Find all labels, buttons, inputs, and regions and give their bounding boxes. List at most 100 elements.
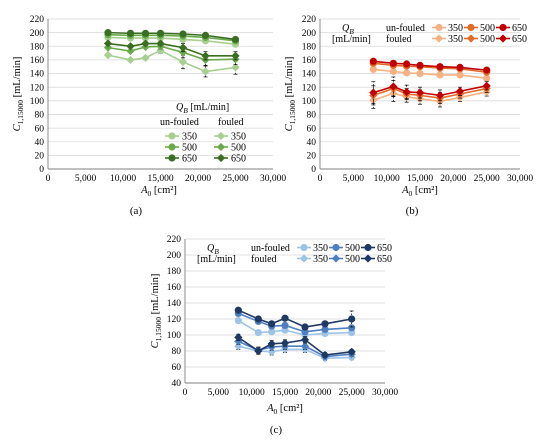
x-tick-label: 15,000 (272, 388, 298, 398)
data-point (483, 66, 491, 74)
x-axis-label: A0 [cm²] (401, 185, 438, 198)
legend-label: 350 (182, 132, 197, 143)
data-point (280, 338, 290, 348)
data-point (456, 71, 464, 79)
data-point (178, 57, 188, 67)
data-point (141, 53, 150, 62)
legend-marker (499, 23, 507, 32)
legend-marker (332, 243, 340, 252)
axis-subscript: 1,15000 (154, 317, 163, 342)
data-point (482, 81, 491, 90)
data-point (126, 55, 135, 65)
legend-marker (435, 23, 443, 32)
y-tick-label: 40 (307, 138, 317, 148)
y-tick-label: 220 (167, 235, 182, 245)
data-point (141, 29, 150, 37)
data-point (436, 63, 444, 71)
panel-caption: (a) (130, 205, 143, 217)
x-tick-label: 0 (46, 174, 51, 184)
chart-panel-2: 0 20 40 60 80 100 120 140 160 180 200 220 0 5,000 10,0… (284, 15, 533, 217)
axis-symbol: C (284, 123, 295, 131)
legend-marker (466, 34, 476, 43)
legend-title-subscript: B (349, 27, 354, 36)
data-point (179, 30, 187, 38)
series-fouled-650 (103, 39, 240, 61)
axis-subscript: 0 (409, 189, 413, 198)
y-tick-label: 20 (35, 152, 45, 162)
series-fouled-650 (234, 333, 356, 360)
x-tick-label: 10,000 (374, 174, 400, 184)
x-tick-label: 20,000 (440, 174, 466, 184)
y-tick-label: 160 (167, 283, 182, 293)
data-point (483, 74, 491, 82)
series-un-fouled-650 (369, 57, 491, 74)
y-tick-label: 120 (30, 83, 45, 93)
series-fouled-650 (369, 76, 491, 104)
legend-label: 650 (377, 254, 392, 265)
axis-subscript: 1,15000 (288, 100, 297, 125)
data-point (178, 48, 188, 57)
data-point (103, 51, 113, 60)
x-tick-label: 5,000 (208, 388, 230, 398)
data-point (300, 335, 310, 344)
y-tick-label: 80 (35, 111, 45, 121)
legend-marker (216, 153, 226, 163)
legend-title-symbol: Q (176, 102, 184, 113)
y-tick-label: 60 (172, 363, 182, 373)
axis-symbol: C (12, 123, 23, 131)
legend-marker (467, 23, 475, 32)
data-point (267, 339, 276, 348)
data-point (348, 324, 356, 332)
legend-label: 500 (182, 143, 197, 154)
data-point (416, 69, 424, 78)
data-point (254, 346, 263, 356)
data-point (231, 63, 240, 72)
y-tick-label: 80 (307, 111, 317, 121)
data-point (234, 333, 243, 342)
legend-marker (498, 34, 508, 43)
legend-group-label: un-fouled (386, 23, 425, 34)
y-axis-label: C1,15000 [mL/min] (150, 274, 163, 349)
legend-label: 500 (345, 243, 360, 254)
y-tick-label: 180 (167, 267, 182, 277)
legend-label: 350 (313, 243, 328, 254)
y-tick-label: 200 (30, 29, 45, 39)
data-point (201, 31, 210, 39)
x-tick-label: 25,000 (339, 388, 365, 398)
data-point (320, 350, 330, 360)
legend-label: 350 (313, 254, 328, 265)
axis-unit: [mL/min] (12, 57, 23, 100)
legend-marker (363, 254, 373, 263)
data-point (268, 320, 276, 328)
x-tick-label: 5,000 (75, 174, 97, 184)
legend-label: 650 (512, 23, 527, 34)
data-point (201, 67, 210, 76)
y-tick-label: 100 (167, 331, 182, 341)
legend-unit: [mL/min] (332, 34, 371, 45)
legend-group-label: un-fouled (251, 243, 290, 254)
series-un-fouled-650 (104, 29, 240, 44)
y-tick-label: 140 (167, 299, 182, 309)
x-tick-label: 20,000 (305, 388, 331, 398)
legend-marker (216, 142, 226, 152)
y-tick-label: 160 (302, 56, 317, 66)
legend-label: 500 (480, 23, 495, 34)
data-point (369, 65, 377, 74)
axis-subscript: 0 (148, 189, 152, 198)
legend-marker (168, 132, 176, 140)
axis-symbol: A (266, 403, 274, 414)
data-point (389, 67, 397, 76)
series-fouled-350 (103, 46, 240, 78)
y-tick-label: 20 (307, 152, 317, 162)
legend-title: QB (342, 23, 354, 36)
data-point (435, 91, 445, 100)
data-point (348, 315, 356, 323)
x-tick-label: 15,000 (407, 174, 433, 184)
legend-title-symbol: Q (342, 23, 350, 34)
data-point (234, 306, 242, 314)
legend-title: QB (207, 243, 219, 256)
data-point (104, 29, 112, 37)
x-tick-label: 0 (318, 174, 323, 184)
y-axis-label: C1,15000 [mL/min] (12, 57, 25, 132)
